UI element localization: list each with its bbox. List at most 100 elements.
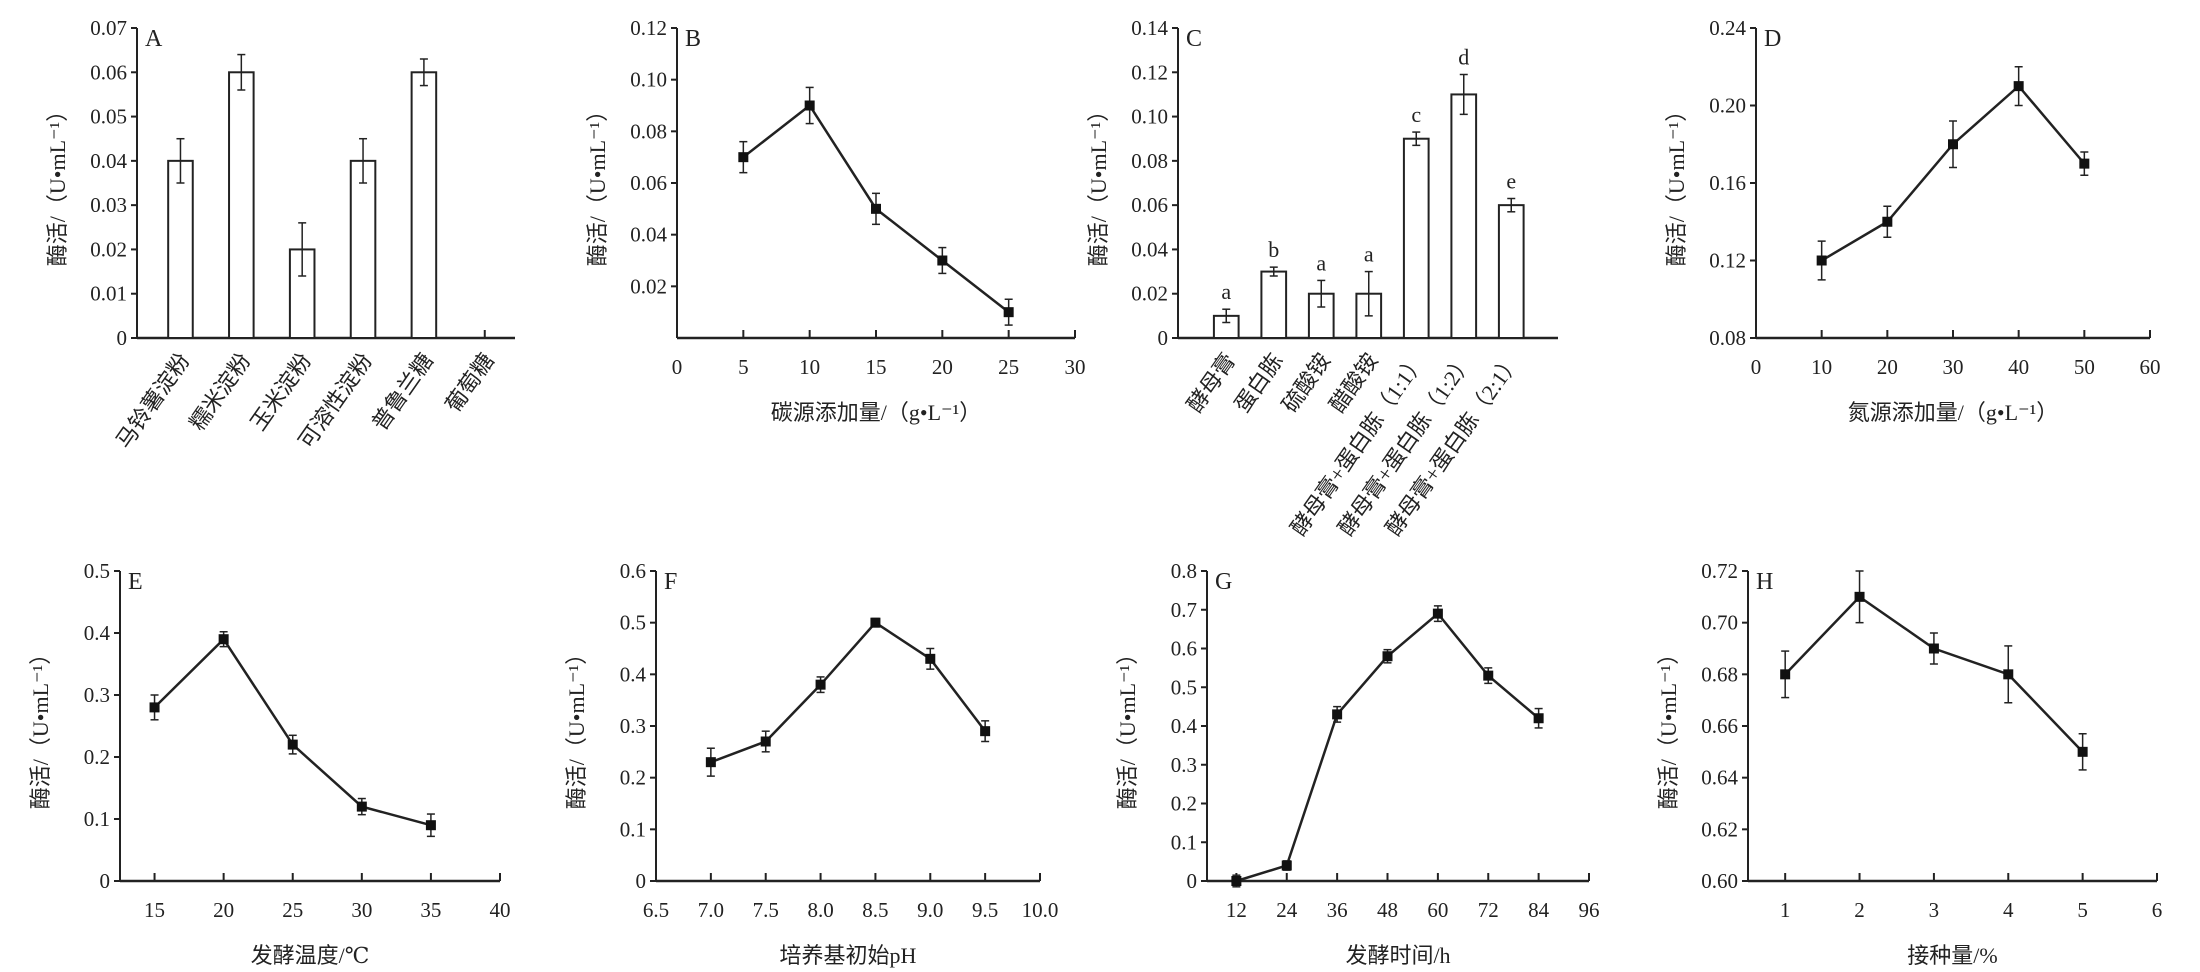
- data-point: [1816, 255, 1827, 266]
- x-tick-label: 24: [1276, 898, 1298, 922]
- bar: [1450, 93, 1478, 339]
- y-tick-label: 0.01: [90, 282, 127, 306]
- panel-letter: F: [664, 569, 677, 595]
- bar: [1497, 204, 1525, 339]
- panel-a: 0 0.01 0.02 0.03 0.04 0.05 0.06 0.07 A 酶活/（U•mL⁻¹…: [45, 16, 515, 453]
- y-tick-label: 0.2: [1171, 792, 1197, 816]
- x-tick-label: 25: [282, 898, 303, 922]
- x-tick-label: 40: [490, 898, 511, 922]
- panel-d: 0.08 0.12 0.16 0.20 0.24 D 酶活/（U•mL⁻¹） 0 10 20 30 4…: [1664, 16, 2161, 425]
- y-tick-label: 0.10: [1131, 105, 1168, 129]
- y-axis-label: 酶活/（U•mL⁻¹）: [1664, 100, 1689, 266]
- data-point: [871, 203, 881, 214]
- data-point: [2079, 158, 2090, 169]
- y-tick-label: 0.14: [1131, 16, 1168, 40]
- x-tick-label: 9.5: [972, 898, 998, 922]
- x-tick-label: 1: [1780, 898, 1791, 922]
- y-tick-label: 0.5: [84, 559, 110, 583]
- data-point: [705, 757, 716, 768]
- x-tick-label: 25: [998, 355, 1019, 379]
- y-tick-label: 0.3: [84, 683, 110, 707]
- data-point: [425, 820, 436, 831]
- y-axis-label: 酶活/（U•mL⁻¹）: [1656, 643, 1681, 809]
- panel-letter: E: [128, 569, 143, 595]
- x-tick-label: 20: [932, 355, 953, 379]
- panel-f: 0 0.1 0.2 0.3 0.4 0.5 0.6 F 酶活/（U•mL⁻¹） 6.5 7.0 7.5…: [564, 559, 1058, 968]
- x-tick-label: 6.5: [643, 898, 669, 922]
- y-tick-label: 0.5: [1171, 675, 1197, 699]
- data-point: [870, 617, 881, 628]
- y-tick-label: 0.68: [1701, 662, 1738, 686]
- y-tick-label: 0.70: [1701, 611, 1738, 635]
- series-line: [1784, 595, 2084, 753]
- y-tick-label: 0.10: [630, 68, 667, 92]
- x-tick-label: 30: [351, 898, 372, 922]
- x-tick-label: 40: [2008, 355, 2029, 379]
- y-tick-label: 0.60: [1701, 869, 1738, 893]
- x-tick-label: 35: [420, 898, 441, 922]
- y-tick-label: 0.24: [1709, 16, 1746, 40]
- significance-label: d: [1458, 45, 1469, 70]
- x-axis-label: 培养基初始pH: [780, 943, 917, 968]
- x-axis-label: 碳源添加量/（g•L⁻¹）: [771, 400, 981, 425]
- y-tick-label: 0: [117, 326, 128, 350]
- data-point: [1382, 651, 1393, 662]
- data-point: [2003, 669, 2014, 680]
- y-tick-label: 0.02: [1131, 282, 1168, 306]
- data-point: [1948, 139, 1958, 150]
- y-tick-label: 0.08: [1131, 149, 1168, 173]
- data-point: [1854, 591, 1865, 602]
- x-tick-label: 6: [2152, 898, 2163, 922]
- y-tick-label: 0.72: [1701, 559, 1738, 583]
- data-point: [287, 739, 298, 750]
- category-label: 普鲁兰糖: [367, 349, 438, 435]
- data-point: [1231, 876, 1242, 886]
- y-tick-label: 0.6: [620, 559, 646, 583]
- category-label: 糯米淀粉: [184, 349, 255, 435]
- x-axis-label: 氮源添加量/（g•L⁻¹）: [1848, 400, 2058, 425]
- y-axis-label: 酶活/（U•mL⁻¹）: [45, 100, 70, 266]
- y-tick-label: 0.3: [1171, 753, 1197, 777]
- y-tick-label: 0.66: [1701, 714, 1738, 738]
- x-tick-label: 50: [2074, 355, 2095, 379]
- y-tick-label: 0.1: [1171, 830, 1197, 854]
- y-tick-label: 0.08: [630, 119, 667, 143]
- x-axis-label: 发酵时间/h: [1345, 943, 1450, 968]
- x-tick-label: 8.0: [807, 898, 833, 922]
- x-tick-label: 3: [1929, 898, 1940, 922]
- x-tick-label: 60: [2140, 355, 2161, 379]
- panel-letter: A: [145, 26, 163, 52]
- data-point: [980, 726, 991, 737]
- panel-g: 0 0.1 0.2 0.3 0.4 0.5 0.6 0.7 0.8 G 酶活/（U•mL⁻¹） 12 2…: [1115, 559, 1600, 968]
- y-tick-label: 0.04: [90, 149, 127, 173]
- x-tick-label: 72: [1478, 898, 1499, 922]
- significance-label: a: [1316, 250, 1326, 275]
- category-label: 硫酸铵: [1277, 349, 1335, 417]
- x-tick-label: 15: [866, 355, 887, 379]
- y-tick-label: 0.04: [630, 223, 667, 247]
- series-line: [153, 637, 432, 827]
- bar: [410, 71, 438, 340]
- data-point: [1281, 860, 1292, 871]
- panel-letter: D: [1764, 26, 1781, 52]
- y-tick-label: 0.08: [1709, 326, 1746, 350]
- y-tick-label: 0.12: [630, 16, 667, 40]
- data-point: [804, 100, 815, 111]
- y-tick-label: 0.16: [1709, 171, 1746, 195]
- x-tick-label: 2: [1854, 898, 1865, 922]
- panel-e: 0 0.1 0.2 0.3 0.4 0.5 E 酶活/（U•mL⁻¹） 15 20 25 30 35 40…: [28, 559, 511, 968]
- x-tick-label: 36: [1327, 898, 1348, 922]
- panel-c: 0 0.02 0.04 0.06 0.08 0.10 0.12 0.14 C 酶活/（U•mL⁻¹…: [1086, 16, 1558, 540]
- x-tick-label: 20: [213, 898, 234, 922]
- significance-label: b: [1268, 237, 1279, 262]
- significance-label: c: [1411, 102, 1421, 127]
- data-point: [1882, 216, 1893, 227]
- y-tick-label: 0.62: [1701, 817, 1738, 841]
- x-axis-label: 接种量/%: [1907, 943, 1997, 968]
- x-tick-label: 4: [2003, 898, 2014, 922]
- y-tick-label: 0.12: [1131, 60, 1168, 84]
- y-tick-label: 0.1: [84, 807, 110, 831]
- bar: [1260, 270, 1288, 340]
- y-tick-label: 0.02: [630, 274, 667, 298]
